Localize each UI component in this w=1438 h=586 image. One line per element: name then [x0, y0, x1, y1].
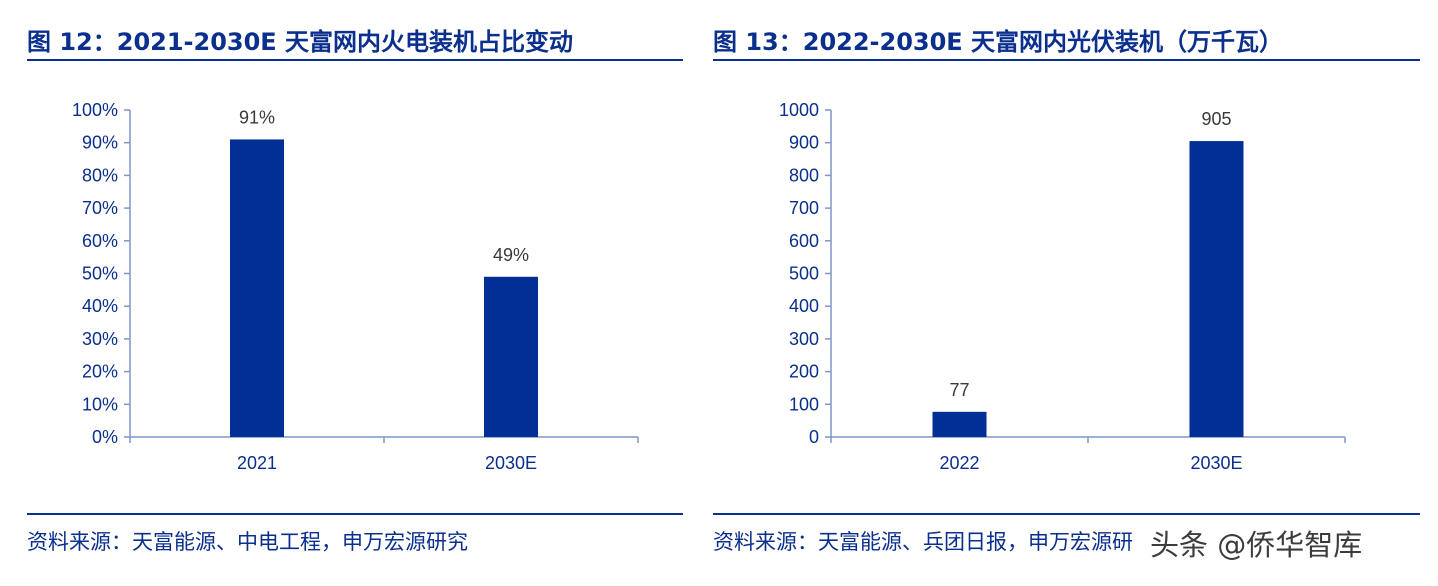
- chart-title-left: 图 12：2021-2030E 天富网内火电装机占比变动: [27, 28, 574, 56]
- source-note-right: 资料来源：天富能源、兵团日报，申万宏源研: [713, 530, 1133, 554]
- y-tick-label-right-1: 100: [789, 394, 819, 414]
- chart-panel-right: 图 13：2022-2030E 天富网内光伏装机（万千瓦） 0 100 200 300…: [705, 0, 1438, 586]
- bar-right-2022: [932, 411, 987, 437]
- y-tick-label-right-5: 500: [789, 264, 819, 284]
- data-label-left-2030E: 49%: [493, 245, 529, 265]
- category-label-left-2030E: 2030E: [485, 453, 537, 473]
- data-label-right-2030E: 905: [1201, 109, 1231, 129]
- y-tick-label-right-4: 400: [789, 296, 819, 316]
- chart-title-right: 图 13：2022-2030E 天富网内光伏装机（万千瓦）: [713, 28, 1284, 56]
- category-label-left-2021: 2021: [237, 453, 277, 473]
- y-tick-label-left-8: 80%: [82, 165, 118, 185]
- bar-right-2030E: [1189, 141, 1244, 437]
- source-divider-right: [713, 513, 1420, 515]
- bar-left-2030E: [484, 276, 538, 437]
- bar-left-2021: [230, 139, 284, 437]
- data-label-left-2021: 91%: [239, 107, 275, 127]
- y-tick-label-right-0: 0: [809, 427, 819, 447]
- y-tick-label-right-7: 700: [789, 198, 819, 218]
- y-tick-label-right-3: 300: [789, 329, 819, 349]
- source-note-left: 资料来源：天富能源、中电工程，申万宏源研究: [27, 530, 468, 554]
- y-tick-label-left-5: 50%: [82, 264, 118, 284]
- y-tick-label-right-2: 200: [789, 362, 819, 382]
- y-tick-label-left-9: 90%: [82, 133, 118, 153]
- y-tick-label-right-10: 1000: [779, 100, 819, 120]
- source-divider-left: [27, 513, 683, 515]
- y-tick-label-left-7: 70%: [82, 198, 118, 218]
- category-label-right-2030E: 2030E: [1190, 453, 1242, 473]
- data-label-right-2022: 77: [949, 380, 969, 400]
- y-tick-label-left-6: 60%: [82, 231, 118, 251]
- category-label-right-2022: 2022: [939, 453, 979, 473]
- y-tick-label-right-9: 900: [789, 133, 819, 153]
- y-tick-label-left-4: 40%: [82, 296, 118, 316]
- chart-panel-left: 图 12：2021-2030E 天富网内火电装机占比变动 0% 10% 20% 30%…: [0, 0, 700, 586]
- watermark-text: 头条 @侨华智库: [1150, 528, 1363, 562]
- y-tick-label-left-10: 100%: [72, 100, 118, 120]
- bar-chart-left: 0% 10% 20% 30% 40% 50% 60% 70% 80% 90% 100% 91% 2021…: [72, 100, 639, 473]
- y-tick-label-right-6: 600: [789, 231, 819, 251]
- y-tick-label-left-3: 30%: [82, 329, 118, 349]
- y-tick-label-left-1: 10%: [82, 394, 118, 414]
- y-tick-label-left-2: 20%: [82, 362, 118, 382]
- y-tick-label-left-0: 0%: [92, 427, 118, 447]
- title-divider-right: [713, 59, 1420, 61]
- bar-chart-right: 0 100 200 300 400 500 600 700 800 900 1000 77 2022 90…: [779, 100, 1346, 473]
- y-tick-label-right-8: 800: [789, 165, 819, 185]
- title-divider-left: [27, 59, 683, 61]
